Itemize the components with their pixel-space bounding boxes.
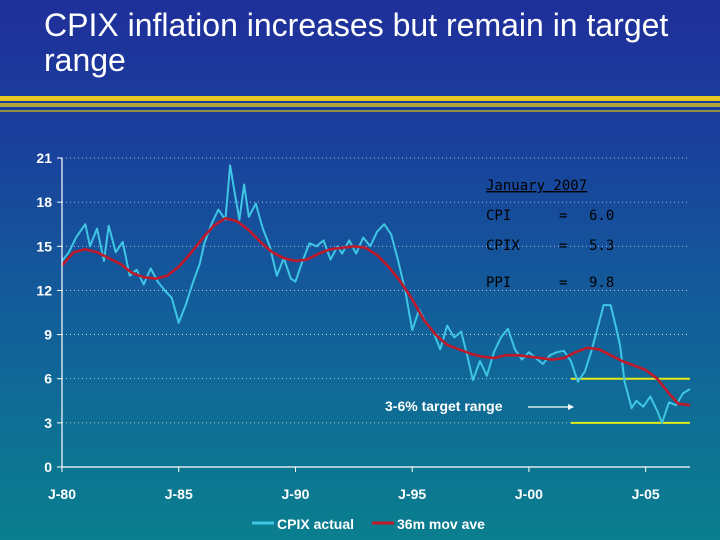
- x-tick-label: J-00: [515, 486, 543, 502]
- x-tick-label: J-85: [165, 486, 193, 502]
- y-tick-label: 18: [36, 194, 52, 210]
- title-underline-thin: [0, 110, 720, 112]
- info-box-cpix-value: 5.3: [589, 238, 614, 254]
- y-tick-label: 15: [36, 238, 52, 254]
- axis-layer: 0 3 6 9 12 15 18 21 J-80 J-85 J-90 J-95 J-00 J-05: [36, 150, 690, 502]
- x-tick-label: J-90: [281, 486, 309, 502]
- series-line-cpix-actual: [61, 164, 691, 424]
- info-box-ppi-eq: =: [559, 275, 567, 291]
- legend-label-cpix: CPIX actual: [277, 516, 354, 532]
- info-box-ppi-label: PPI: [486, 275, 511, 291]
- x-tick-label: J-80: [48, 486, 76, 502]
- title-underline-secondary: [0, 103, 720, 107]
- info-box-cpi-label: CPI: [486, 208, 511, 224]
- y-tick-label: 9: [44, 327, 52, 343]
- info-box: January 2007 CPI = 6.0 CPIX = 5.3 PPI = …: [486, 178, 614, 291]
- info-box-cpix-label: CPIX: [486, 238, 520, 254]
- y-tick-label: 0: [44, 459, 52, 475]
- series-line-36m-mov-ave: [61, 217, 691, 407]
- grid-layer: [62, 157, 690, 424]
- y-tick-label: 12: [36, 282, 52, 298]
- slide-title: CPIX inflation increases but remain in t…: [44, 7, 669, 78]
- x-tick-label: J-05: [632, 486, 660, 502]
- target-band-layer: [570, 377, 690, 424]
- info-box-cpix-eq: =: [559, 238, 567, 254]
- target-range-annotation: 3-6% target range: [385, 398, 574, 414]
- info-box-heading: January 2007: [486, 178, 587, 194]
- target-range-label: 3-6% target range: [385, 398, 503, 414]
- y-tick-label: 3: [44, 415, 52, 431]
- info-box-cpi-value: 6.0: [589, 208, 614, 224]
- legend: CPIX actual 36m mov ave: [252, 516, 485, 532]
- x-tick-label: J-95: [398, 486, 426, 502]
- y-tick-label: 21: [36, 150, 52, 166]
- legend-label-movave: 36m mov ave: [397, 516, 485, 532]
- title-underline: [0, 96, 720, 101]
- info-box-cpi-eq: =: [559, 208, 567, 224]
- series-layer: [61, 164, 691, 424]
- info-box-ppi-value: 9.8: [589, 275, 614, 291]
- y-tick-label: 6: [44, 371, 52, 387]
- target-range-arrow-head: [568, 404, 574, 410]
